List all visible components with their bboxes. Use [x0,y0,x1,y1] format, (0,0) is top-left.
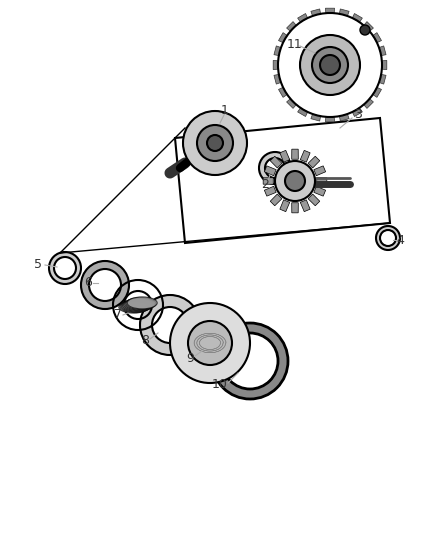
Polygon shape [274,46,281,55]
Polygon shape [81,261,129,309]
Polygon shape [308,156,320,168]
Ellipse shape [119,301,149,313]
Polygon shape [308,194,320,206]
Polygon shape [259,152,291,184]
Polygon shape [339,114,349,121]
Circle shape [360,25,370,35]
Polygon shape [286,22,296,31]
Polygon shape [274,75,281,84]
Polygon shape [379,75,386,84]
Ellipse shape [193,134,238,151]
Polygon shape [280,150,290,162]
Polygon shape [317,177,327,184]
Circle shape [188,321,232,365]
Text: 2: 2 [261,179,269,191]
Polygon shape [140,295,200,355]
Polygon shape [270,156,282,168]
Text: 11: 11 [287,38,303,52]
Polygon shape [292,203,298,213]
Text: 3: 3 [354,109,362,122]
Text: 6: 6 [84,277,92,289]
Polygon shape [265,187,276,196]
Ellipse shape [201,130,246,148]
Polygon shape [263,177,273,184]
Ellipse shape [192,134,237,152]
Polygon shape [311,114,321,121]
Ellipse shape [127,297,157,309]
Polygon shape [352,108,362,117]
Ellipse shape [198,131,243,149]
Polygon shape [270,194,282,206]
Polygon shape [212,323,288,399]
Circle shape [170,303,250,383]
Polygon shape [382,60,387,69]
Polygon shape [298,13,307,22]
Polygon shape [364,22,374,31]
Ellipse shape [190,135,235,153]
Polygon shape [352,13,362,22]
Ellipse shape [185,138,230,156]
Text: 8: 8 [141,335,149,348]
Text: 5: 5 [34,259,42,271]
Ellipse shape [197,132,241,150]
Polygon shape [379,46,386,55]
Ellipse shape [184,139,229,156]
Ellipse shape [121,300,151,312]
Polygon shape [292,149,298,159]
Circle shape [275,161,315,201]
Circle shape [285,171,305,191]
Circle shape [312,47,348,83]
Polygon shape [373,87,381,98]
Ellipse shape [126,297,156,310]
Ellipse shape [124,298,154,311]
Circle shape [300,35,360,95]
Polygon shape [298,108,307,117]
Text: 9: 9 [186,351,194,365]
Ellipse shape [187,137,232,155]
Text: 10: 10 [212,378,228,392]
Ellipse shape [120,301,150,312]
Polygon shape [325,117,335,122]
Polygon shape [49,252,81,284]
Polygon shape [300,150,310,162]
Ellipse shape [200,131,245,148]
Polygon shape [286,99,296,108]
Polygon shape [376,226,400,250]
Polygon shape [373,33,381,43]
Polygon shape [279,87,287,98]
Polygon shape [314,166,325,176]
Ellipse shape [122,300,152,311]
Circle shape [183,111,247,175]
Polygon shape [339,9,349,16]
Polygon shape [280,200,290,212]
Polygon shape [279,33,287,43]
Polygon shape [314,187,325,196]
Polygon shape [273,60,278,69]
Polygon shape [325,8,335,13]
Text: 7: 7 [114,309,122,321]
Polygon shape [265,166,276,176]
Ellipse shape [195,133,240,151]
Circle shape [320,55,340,75]
Polygon shape [364,99,374,108]
Polygon shape [300,200,310,212]
Polygon shape [311,9,321,16]
Circle shape [207,135,223,151]
Ellipse shape [125,298,155,310]
Text: 1: 1 [221,104,229,117]
Text: 4: 4 [396,233,404,246]
Circle shape [197,125,233,161]
Ellipse shape [188,136,233,154]
